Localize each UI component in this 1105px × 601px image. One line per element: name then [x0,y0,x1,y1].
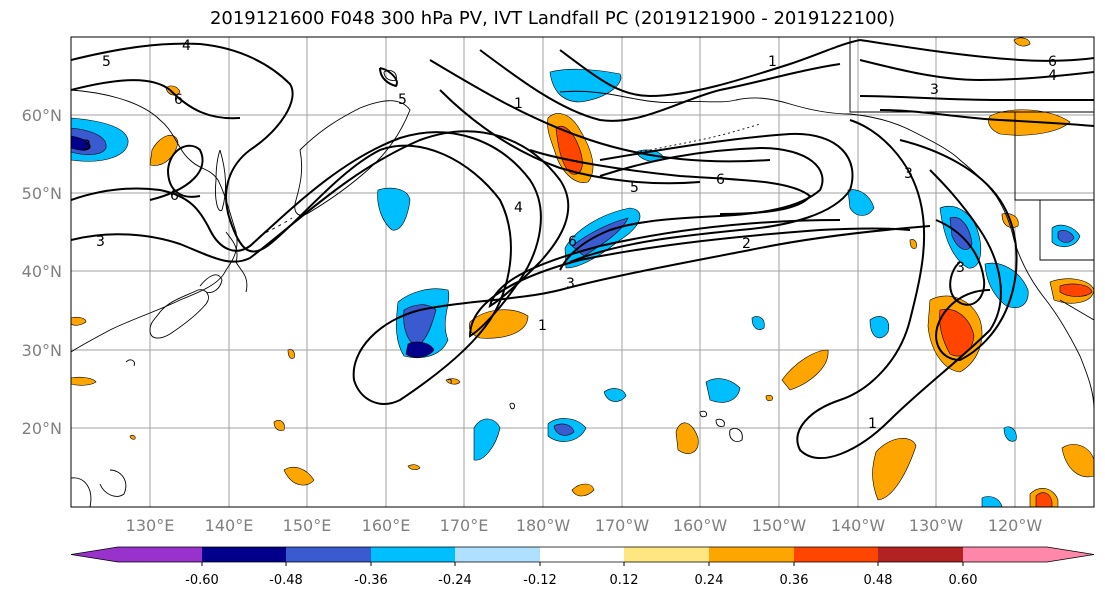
contour-label: 5 [398,92,407,108]
colorbar-label: -0.36 [354,573,388,588]
lon-label: 150°W [752,516,807,535]
lon-label: 130°W [909,516,964,535]
contour-label: 1 [868,416,877,432]
contour-label: 1 [768,54,777,70]
lat-label: 40°N [22,262,62,281]
contour-label: 4 [182,38,191,54]
map-frame [70,36,1095,508]
colorbar-swatch [202,547,286,562]
ivt-shading [71,37,1094,507]
colorbar-swatch [963,547,1047,562]
coastlines [71,37,1094,507]
colorbar-label: 0.48 [864,573,893,588]
lon-label: 130°E [126,516,175,535]
contour-label: 2 [742,236,751,252]
lon-label: 150°E [283,516,332,535]
contour-label: 3 [904,166,913,182]
colorbar-labels: -0.60 -0.48 -0.36 -0.24 -0.12 0.12 0.24 … [185,573,977,588]
map-panel: 4 5 6 5 1 3 3 6 4 6 4 5 6 2 3 1 1 3 6 3 … [71,37,1094,507]
contour-label: 3 [82,138,91,154]
colorbar-swatch [709,547,794,562]
lon-label: 120°W [988,516,1043,535]
contour-labels: 4 5 6 5 1 3 3 6 4 6 4 5 6 2 3 1 1 3 6 3 … [82,38,1057,432]
colorbar-swatch [540,547,624,562]
lon-label: 170°W [595,516,650,535]
lon-label: 140°W [831,516,886,535]
colorbar-extension-low [71,547,118,562]
gridlines [71,37,1094,507]
contour-label: 5 [630,180,639,196]
colorbar-fills [70,546,1095,563]
colorbar-swatch [118,547,202,562]
lat-label: 60°N [22,106,62,125]
lon-label: 160°W [673,516,728,535]
contour-label: 3 [566,276,575,292]
colorbar-label: 0.12 [610,573,639,588]
colorbar-swatch [286,547,371,562]
lon-label: 170°E [440,516,489,535]
contour-label: 6 [1048,54,1057,70]
longitude-labels: 130°E 140°E 150°E 160°E 170°E 180°W 170°… [126,516,1043,535]
contour-label: 3 [956,260,965,276]
contour-label: 6 [568,234,577,250]
colorbar-label: 0.60 [949,573,978,588]
contour-label: 4 [514,200,523,216]
lon-label: 180°W [516,516,571,535]
lon-label: 160°E [362,516,411,535]
map-title: 2019121600 F048 300 hPa PV, IVT Landfall… [209,8,896,29]
contour-label: 3 [930,82,939,98]
colorbar-label: 0.24 [695,573,724,588]
colorbar-label: 0.36 [780,573,809,588]
colorbar-outline [70,546,1095,563]
lat-label: 20°N [22,419,62,438]
contour-label: 1 [514,96,523,112]
colorbar-swatch [371,547,455,562]
contour-label: 5 [102,54,111,70]
colorbar-ticks [201,562,964,566]
contour-label: 1 [538,318,547,334]
colorbar-label: -0.12 [523,573,557,588]
latitude-labels: 60°N 50°N 40°N 30°N 20°N [22,106,62,438]
colorbar-label: -0.60 [185,573,219,588]
colorbar-swatch [624,547,709,562]
contour-label: 4 [1048,68,1057,84]
contour-label: 6 [174,92,183,108]
contour-label: 3 [96,234,105,250]
colorbar-swatch [455,547,540,562]
lat-label: 30°N [22,341,62,360]
colorbar: -0.60 -0.48 -0.36 -0.24 -0.12 0.12 0.24 … [70,546,1095,588]
contour-label: 6 [170,188,179,204]
colorbar-swatch [878,547,963,562]
colorbar-label: -0.48 [269,573,303,588]
contour-label: 6 [716,172,725,188]
colorbar-extension-high [1047,547,1094,562]
colorbar-label: -0.24 [438,573,472,588]
contours [71,39,1094,460]
colorbar-swatch [794,547,878,562]
lat-label: 50°N [22,184,62,203]
lon-label: 140°E [205,516,254,535]
